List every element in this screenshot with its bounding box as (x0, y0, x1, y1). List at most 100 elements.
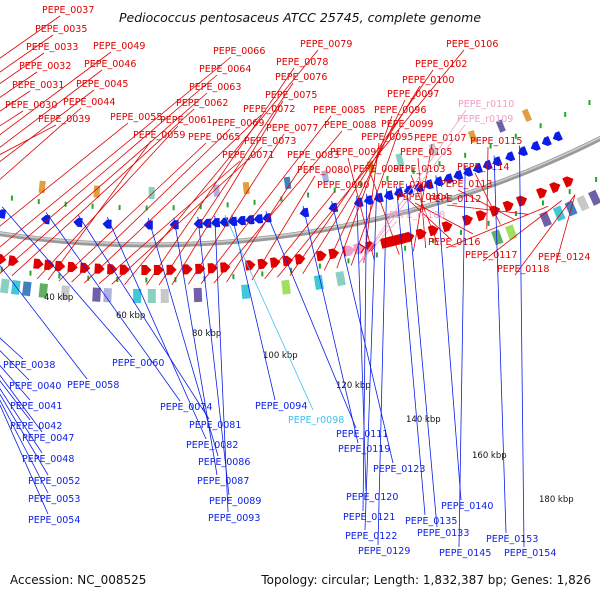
reverse-gene-arrow (530, 140, 541, 151)
reverse-leader-line (396, 186, 426, 516)
forward-gene-arrow (44, 259, 55, 271)
reverse-gene-label: PEPE_0119 (338, 444, 390, 455)
reverse-gene-arrow (443, 173, 454, 184)
reverse-leader-line (1, 206, 133, 358)
axis-label: 100 kbp (263, 351, 298, 361)
forward-gene-arrow (182, 264, 193, 275)
reverse-gene-arrow (143, 220, 153, 230)
forward-leader-line (213, 130, 343, 284)
reverse-gene-arrow (73, 217, 83, 228)
reverse-leader-line (0, 404, 49, 515)
reverse-leader-line (0, 399, 49, 494)
forward-leader-line (158, 82, 294, 286)
cog-feature-box (22, 281, 32, 297)
reverse-gene-arrow (492, 156, 503, 167)
forward-gene-arrow (475, 210, 487, 222)
inner-tick-ring-tick (588, 99, 591, 105)
forward-leader-line (71, 128, 231, 283)
forward-leader-line (36, 125, 179, 280)
cog-feature-box (491, 229, 504, 246)
forward-leader-line (413, 143, 433, 252)
axis-label: 140 kbp (406, 415, 441, 425)
forward-gene-label: PEPE_0046 (84, 59, 136, 70)
outer-tick-ring-tick (318, 263, 321, 269)
forward-gene-arrow (562, 176, 574, 188)
forward-gene-label: PEPE_0071 (222, 150, 274, 161)
outer-tick-ring-tick (460, 229, 463, 235)
forward-gene-label: PEPE_0055 (110, 112, 162, 123)
cog-feature-box (495, 119, 506, 133)
forward-gene-arrow (502, 200, 514, 212)
reverse-gene-label: PEPE_0093 (208, 513, 260, 524)
forward-leader-line (47, 140, 152, 281)
cog-feature-box (366, 160, 376, 174)
forward-gene-label: PEPE_0104 (397, 192, 449, 203)
forward-gene-label: PEPE_0085 (313, 105, 365, 116)
reverse-leader-line (265, 210, 357, 429)
rna-gene-label: PEPE_r0110 (458, 99, 514, 110)
cog-feature-box (552, 205, 566, 222)
accession-label: Accession: NC_008525 (10, 573, 147, 587)
reverse-leader-line (377, 188, 387, 546)
forward-gene-arrow (195, 263, 206, 274)
forward-leader-line (146, 67, 295, 286)
forward-gene-arrow (153, 265, 164, 275)
forward-leader-line (486, 146, 489, 230)
inner-tick-ring-tick (360, 182, 363, 188)
rna-leader-line (357, 124, 466, 265)
forward-gene-label: PEPE_0103 (393, 164, 445, 175)
reverse-gene-label: PEPE_0120 (346, 492, 398, 503)
reverse-leader-line (0, 388, 43, 454)
forward-leader-line (410, 174, 439, 245)
forward-leader-line (0, 52, 45, 84)
inner-tick-ring-tick (10, 195, 13, 201)
forward-gene-label: PEPE_0118 (497, 264, 549, 275)
cog-feature-box (321, 170, 330, 184)
forward-gene-arrow (427, 225, 439, 237)
inner-tick-ring-tick (514, 133, 517, 139)
reverse-gene-arrow (236, 215, 246, 226)
reverse-gene-label: PEPE_0040 (9, 381, 61, 392)
reverse-gene-arrow (353, 197, 364, 208)
axis-label: 160 kbp (472, 451, 507, 461)
inner-tick-ring-tick (438, 161, 441, 167)
inner-tick-ring-tick (564, 111, 567, 117)
forward-gene-label: PEPE_0045 (76, 79, 128, 90)
inner-tick-ring-tick (91, 203, 94, 209)
reverse-gene-label: PEPE_0087 (197, 476, 249, 487)
forward-gene-arrow (166, 264, 177, 275)
outer-tick-ring-tick (568, 189, 571, 195)
forward-gene-arrow (379, 233, 411, 249)
outer-tick-ring-tick (58, 273, 61, 279)
forward-gene-arrow (245, 260, 256, 271)
forward-leader-line (0, 71, 38, 98)
reverse-leader-line (356, 195, 367, 492)
forward-leader-line (347, 157, 375, 261)
forward-gene-arrow (67, 261, 78, 273)
forward-leader-line (336, 115, 393, 269)
axis-label: 80 kbp (192, 329, 221, 339)
forward-gene-label: PEPE_0079 (300, 39, 352, 50)
outer-tick-ring-tick (232, 274, 235, 280)
cog-feature-box (193, 287, 203, 303)
forward-gene-arrow (462, 214, 473, 226)
reverse-leader-line (0, 265, 88, 380)
forward-gene-label: PEPE_0061 (160, 115, 212, 126)
reverse-gene-label: PEPE_0145 (439, 548, 491, 559)
cog-feature-box (335, 271, 346, 287)
genome-backbone (0, 135, 600, 248)
forward-gene-label: PEPE_0039 (38, 114, 90, 125)
reverse-leader-line (0, 337, 24, 360)
forward-gene-label: PEPE_0031 (12, 80, 64, 91)
genome-summary: Topology: circular; Length: 1,832,387 bp… (261, 573, 591, 587)
reverse-gene-arrow (541, 136, 552, 146)
cog-feature-box (213, 184, 220, 197)
forward-gene-label: PEPE_0065 (188, 132, 240, 143)
forward-gene-label: PEPE_0062 (176, 98, 228, 109)
forward-gene-label: PEPE_0101 (381, 180, 433, 191)
inner-tick-ring-tick (145, 205, 148, 211)
cog-feature-box (241, 284, 251, 299)
forward-gene-label: PEPE_0069 (212, 118, 264, 129)
